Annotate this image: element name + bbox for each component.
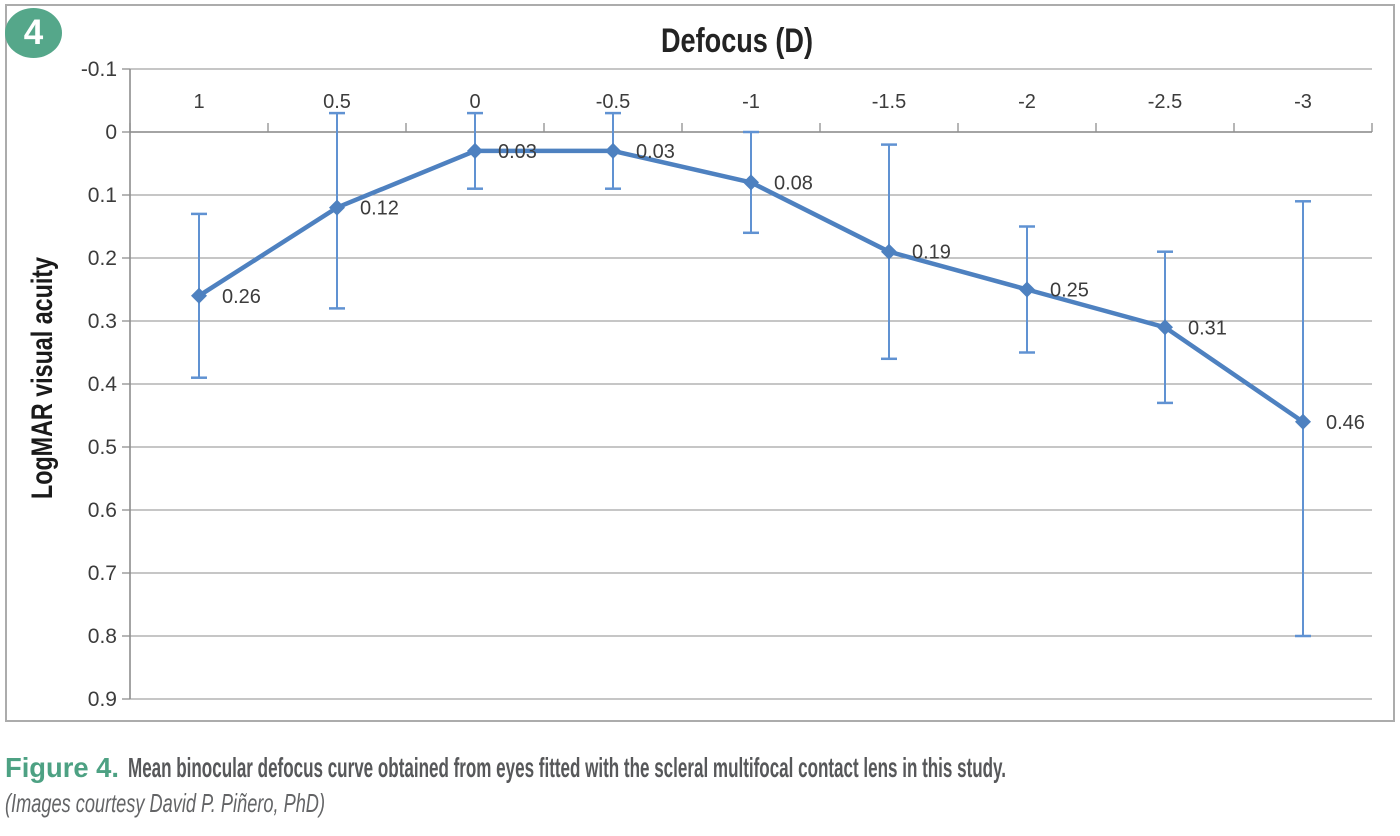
data-point-marker: [191, 287, 207, 304]
x-tick-label: 0.5: [323, 91, 351, 113]
x-tick-label: -1.5: [872, 91, 906, 113]
chart-border: [5, 4, 1395, 722]
x-tick-label: -0.5: [596, 91, 630, 113]
data-label: 0.03: [636, 141, 675, 163]
y-tick-label: 0.8: [88, 625, 117, 648]
caption-credit: (Images courtesy David P. Piñero, PhD): [5, 788, 325, 818]
y-tick-label: 0.7: [88, 562, 117, 585]
y-tick-label: 0: [105, 121, 117, 144]
y-tick-label: 0.1: [88, 184, 117, 207]
y-tick-label: 0.6: [88, 499, 117, 522]
x-tick-label: -2: [1018, 91, 1036, 113]
data-label: 0.25: [1050, 280, 1089, 302]
y-tick-label: 0.4: [88, 373, 118, 396]
data-point-marker: [605, 142, 621, 159]
figure-number-badge: 4: [5, 8, 62, 58]
y-tick-label: 0.3: [88, 310, 117, 333]
data-point-marker: [329, 199, 345, 216]
data-label: 0.03: [498, 141, 537, 163]
x-tick-label: 1: [193, 91, 204, 113]
x-tick-label: -2.5: [1148, 91, 1182, 113]
y-tick-label: 0.2: [88, 247, 117, 270]
data-label: 0.31: [1188, 317, 1227, 339]
data-label: 0.19: [912, 242, 951, 264]
y-tick-label: 0.9: [88, 688, 117, 711]
data-point-marker: [467, 142, 483, 159]
data-label: 0.12: [360, 198, 399, 220]
data-point-marker: [1019, 281, 1035, 298]
x-tick-label: -1: [742, 91, 760, 113]
caption-figure-label: Figure 4.: [5, 752, 119, 783]
plot-area: -0.1 0 0.1 0.2 0.3 0.4 0.5 0.6 0.7 0.8 0.9 1 0.5 0 -0.…: [81, 58, 1373, 711]
data-label: 0.08: [774, 172, 813, 194]
data-point-marker: [743, 174, 759, 191]
data-point-marker: [1295, 413, 1311, 430]
data-label: 0.46: [1326, 412, 1365, 434]
x-tick-label: -3: [1294, 91, 1312, 113]
caption-text: Mean binocular defocus curve obtained fr…: [128, 752, 1006, 783]
data-label: 0.26: [222, 286, 261, 308]
y-axis-title: LogMAR visual acuity: [26, 257, 59, 499]
data-point-marker: [881, 243, 897, 260]
data-point-marker: [1157, 319, 1173, 336]
x-axis-title: Defocus (D): [661, 22, 813, 60]
y-tick-label: 0.5: [88, 436, 117, 459]
y-tick-label: -0.1: [81, 58, 117, 81]
x-tick-label: 0: [469, 91, 480, 113]
